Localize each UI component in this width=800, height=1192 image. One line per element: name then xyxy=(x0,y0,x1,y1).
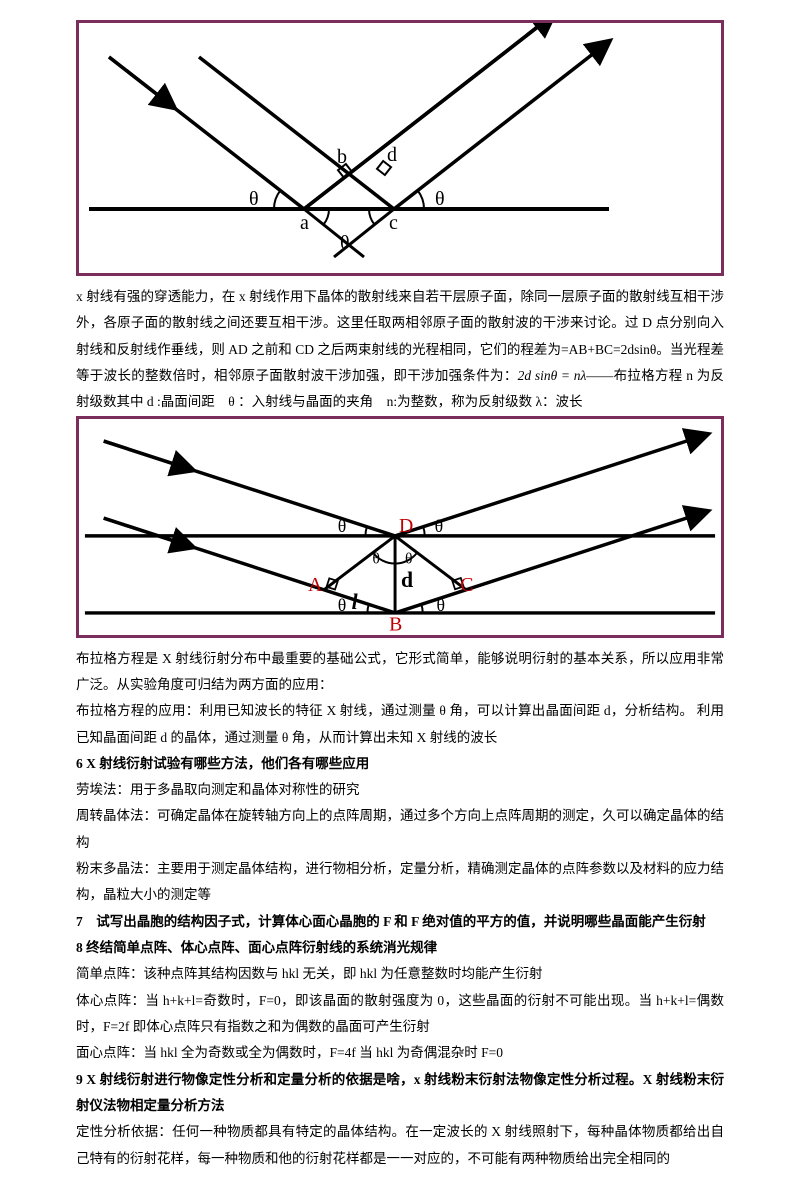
paragraph-6: 粉末多晶法：主要用于测定晶体结构，进行物相分析，定量分析，精确测定晶体的点阵参数… xyxy=(76,856,724,909)
theta-top-right: θ xyxy=(435,516,444,536)
paragraph-3: 布拉格方程的应用：利用已知波长的特征 X 射线，通过测量 θ 角，可以计算出晶面… xyxy=(76,698,724,751)
label-l: l xyxy=(352,590,358,614)
bragg-formula: 2d sinθ = nλ xyxy=(518,368,587,383)
label-a: a xyxy=(300,212,309,234)
paragraph-5: 周转晶体法：可确定晶体在旋转轴方向上的点阵周期，通过多个方向上点阵周期的测定，久… xyxy=(76,803,724,856)
paragraph-8: 体心点阵：当 h+k+l=奇数时，F=0，即该晶面的散射强度为 0，这些晶面的衍… xyxy=(76,988,724,1041)
theta-top-left: θ xyxy=(338,516,347,536)
label-B: B xyxy=(389,613,402,634)
paragraph-1: x 射线有强的穿透能力，在 x 射线作用下晶体的散射线来自若干层原子面，除同一层… xyxy=(76,284,724,416)
label-c: c xyxy=(389,212,398,234)
label-d-dist: d xyxy=(401,568,413,592)
theta-right: θ xyxy=(435,188,445,210)
paragraph-10: 定性分析依据：任何一种物质都具有特定的晶体结构。在一定波长的 X 射线照射下，每… xyxy=(76,1119,724,1172)
heading-9: 9 X 射线衍射进行物像定性分析和定量分析的依据是啥，x 射线粉末衍射法物像定性… xyxy=(76,1067,724,1120)
paragraph-7: 简单点阵：该种点阵其结构因数与 hkl 无关，即 hkl 为任意整数时均能产生衍… xyxy=(76,961,724,987)
diagram-1-svg: a c b d θ θ θ xyxy=(79,23,619,273)
label-A: A xyxy=(308,574,323,596)
theta-bot-left: θ xyxy=(338,595,347,615)
theta-mid-right: θ xyxy=(405,550,413,567)
heading-6: 6 X 射线衍射试验有哪些方法，他们各有哪些应用 xyxy=(76,751,724,777)
theta-below: θ xyxy=(340,232,350,254)
diagram-2-svg: D B A C d l θ θ θ θ θ θ xyxy=(79,419,721,635)
label-d: d xyxy=(387,144,397,166)
label-D: D xyxy=(399,515,413,537)
theta-mid-left: θ xyxy=(372,550,380,567)
heading-7: 7 试写出晶胞的结构因子式，计算体心面心晶胞的 F 和 F 绝对值的平方的值，并… xyxy=(76,909,724,935)
paragraph-4: 劳埃法：用于多晶取向测定和晶体对称性的研究 xyxy=(76,777,724,803)
bragg-diagram-2: D B A C d l θ θ θ θ θ θ xyxy=(76,416,724,638)
heading-8: 8 终结简单点阵、体心点阵、面心点阵衍射线的系统消光规律 xyxy=(76,935,724,961)
label-b: b xyxy=(337,146,347,168)
paragraph-2: 布拉格方程是 X 射线衍射分布中最重要的基础公式，它形式简单，能够说明衍射的基本… xyxy=(76,646,724,699)
theta-bot-right: θ xyxy=(437,595,446,615)
bragg-diagram-1: a c b d θ θ θ xyxy=(76,20,724,276)
label-C: C xyxy=(460,574,473,596)
paragraph-9: 面心点阵：当 hkl 全为奇数或全为偶数时，F=4f 当 hkl 为奇偶混杂时 … xyxy=(76,1040,724,1066)
theta-left: θ xyxy=(249,188,259,210)
